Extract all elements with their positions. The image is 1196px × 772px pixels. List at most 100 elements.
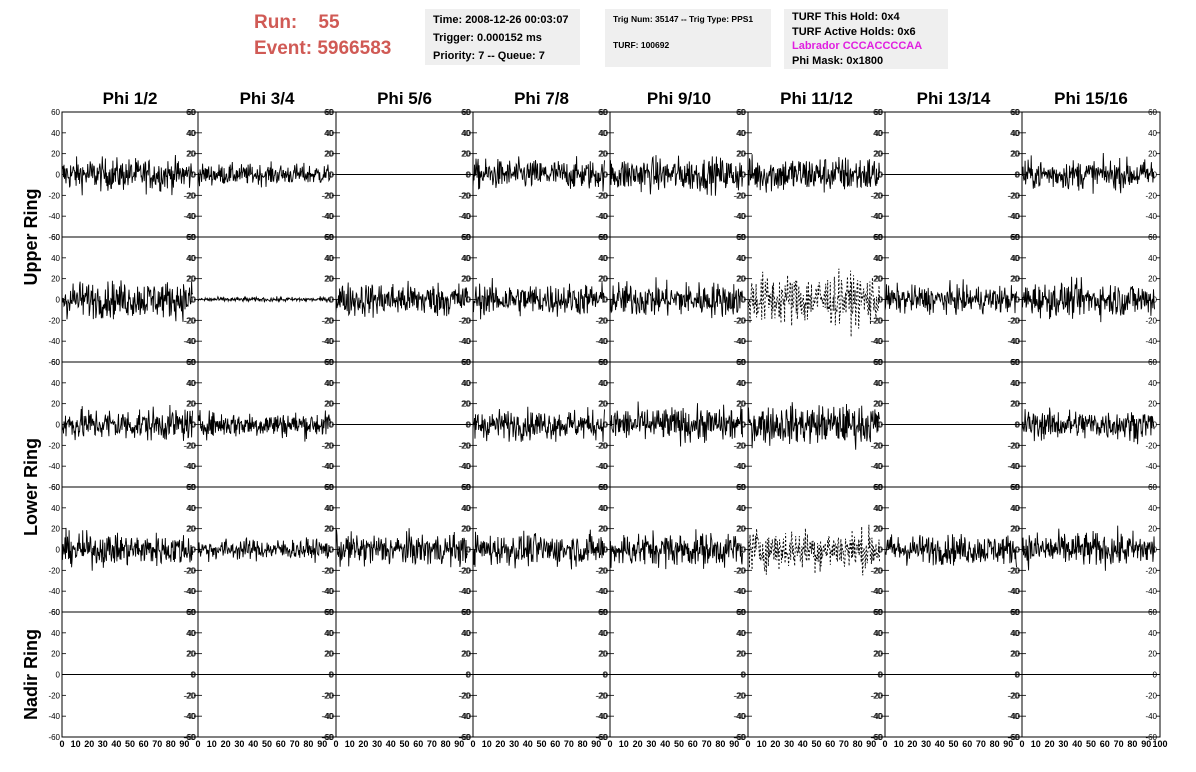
y-tick-label-right: 0	[329, 546, 334, 555]
time-line: Time: 2008-12-26 00:03:07	[433, 14, 569, 26]
y-tick-label-right: 20	[1010, 525, 1019, 534]
y-tick-label-right: 40	[186, 254, 195, 263]
x-tick-label: 0	[333, 739, 338, 749]
y-tick-label-left: 60	[462, 358, 471, 367]
y-tick-label-left: 60	[599, 608, 608, 617]
y-tick-label-left: -20	[48, 191, 60, 200]
y-tick-label-left: 60	[737, 108, 746, 117]
y-tick-label-right: -20	[1007, 191, 1019, 200]
y-tick-label-left: -60	[459, 733, 471, 742]
x-tick-label: 50	[1086, 739, 1096, 749]
event-value: 5966583	[317, 38, 392, 59]
y-tick-label-right: 60	[324, 233, 333, 242]
x-tick-label: 0	[607, 739, 612, 749]
waveform-trace	[61, 280, 194, 322]
y-tick-label-left: 20	[599, 400, 608, 409]
y-tick-label-right: -40	[870, 587, 882, 596]
y-tick-label-right: 0	[1153, 171, 1158, 180]
y-tick-label-left: 20	[1011, 275, 1020, 284]
y-tick-label-left: 60	[462, 608, 471, 617]
y-tick-label-left: 60	[737, 483, 746, 492]
y-tick-label-left: 40	[1011, 504, 1020, 513]
y-tick-label-right: 40	[461, 629, 470, 638]
y-tick-label-left: -20	[871, 316, 883, 325]
y-tick-label-right: 0	[741, 296, 746, 305]
y-tick-label-right: 60	[1010, 233, 1019, 242]
y-tick-label-left: 60	[325, 358, 334, 367]
y-tick-label-left: -20	[459, 691, 471, 700]
y-tick-label-right: 60	[186, 233, 195, 242]
y-tick-label-left: 0	[1016, 171, 1021, 180]
y-tick-label-right: -20	[321, 441, 333, 450]
y-tick-label-left: 0	[467, 546, 472, 555]
y-tick-label-left: 60	[599, 483, 608, 492]
y-tick-label-right: -60	[595, 733, 607, 742]
y-tick-label-right: 60	[736, 358, 745, 367]
y-tick-label-right: 0	[878, 546, 883, 555]
y-tick-label-right: 20	[461, 525, 470, 534]
y-tick-label-left: -40	[871, 462, 883, 471]
y-tick-label-left: 20	[325, 525, 334, 534]
y-tick-label-right: 40	[873, 504, 882, 513]
y-tick-label-left: 0	[330, 171, 335, 180]
waveform-trace	[884, 533, 1017, 568]
x-tick-label: 90	[1141, 739, 1151, 749]
y-tick-label-left: 60	[187, 358, 196, 367]
y-tick-label-right: 40	[1010, 379, 1019, 388]
x-tick-label: 60	[688, 739, 698, 749]
x-tick-label: 80	[853, 739, 863, 749]
y-tick-label-left: 40	[874, 129, 883, 138]
y-tick-label-right: 0	[603, 421, 608, 430]
y-tick-label-left: -20	[734, 191, 746, 200]
x-tick-label: 40	[798, 739, 808, 749]
y-tick-label-right: 60	[873, 358, 882, 367]
y-tick-label-left: 0	[1016, 421, 1021, 430]
y-tick-label-left: -20	[184, 316, 196, 325]
x-tick-label: 10	[1031, 739, 1041, 749]
y-tick-label-left: 20	[462, 400, 471, 409]
y-tick-label-left: -60	[1008, 733, 1020, 742]
y-tick-label-left: -20	[322, 691, 334, 700]
y-tick-label-left: -40	[596, 712, 608, 721]
y-tick-label-right: -20	[595, 441, 607, 450]
y-tick-label-left: 40	[737, 504, 746, 513]
y-tick-label-right: -40	[1145, 587, 1157, 596]
y-tick-label-left: 60	[599, 233, 608, 242]
y-tick-label-right: -40	[183, 462, 195, 471]
y-tick-label-left: -40	[596, 212, 608, 221]
y-tick-label-left: 20	[737, 150, 746, 159]
y-tick-label-left: 0	[192, 421, 197, 430]
y-tick-label-left: -20	[871, 691, 883, 700]
x-tick-label: 100	[1152, 739, 1167, 749]
y-tick-label-right: 20	[1010, 275, 1019, 284]
y-tick-label-right: 60	[736, 608, 745, 617]
y-tick-label-right: 60	[873, 483, 882, 492]
y-tick-label-right: 60	[736, 483, 745, 492]
x-tick-label: 30	[921, 739, 931, 749]
y-tick-label-left: 60	[737, 608, 746, 617]
y-tick-label-left: -20	[322, 441, 334, 450]
x-tick-label: 30	[784, 739, 794, 749]
x-tick-label: 20	[495, 739, 505, 749]
y-tick-label-right: 40	[1148, 129, 1157, 138]
y-tick-label-left: -40	[322, 712, 334, 721]
y-tick-label-left: 0	[742, 421, 747, 430]
y-tick-label-left: -40	[459, 712, 471, 721]
y-tick-label-right: -40	[595, 212, 607, 221]
y-tick-label-left: 0	[56, 421, 61, 430]
y-tick-label-right: 60	[186, 483, 195, 492]
y-tick-label-left: -40	[322, 337, 334, 346]
y-tick-label-left: 40	[462, 379, 471, 388]
y-tick-label-left: -40	[459, 212, 471, 221]
y-tick-label-left: 20	[737, 400, 746, 409]
y-tick-label-left: 40	[187, 129, 196, 138]
y-tick-label-left: -40	[734, 212, 746, 221]
y-tick-label-left: 40	[325, 629, 334, 638]
x-tick-label: 80	[990, 739, 1000, 749]
waveform-trace	[472, 529, 605, 570]
x-tick-label: 50	[948, 739, 958, 749]
y-tick-label-left: -20	[459, 191, 471, 200]
y-tick-label-right: -60	[870, 733, 882, 742]
waveform-trace	[472, 156, 605, 192]
y-tick-label-right: 60	[186, 108, 195, 117]
